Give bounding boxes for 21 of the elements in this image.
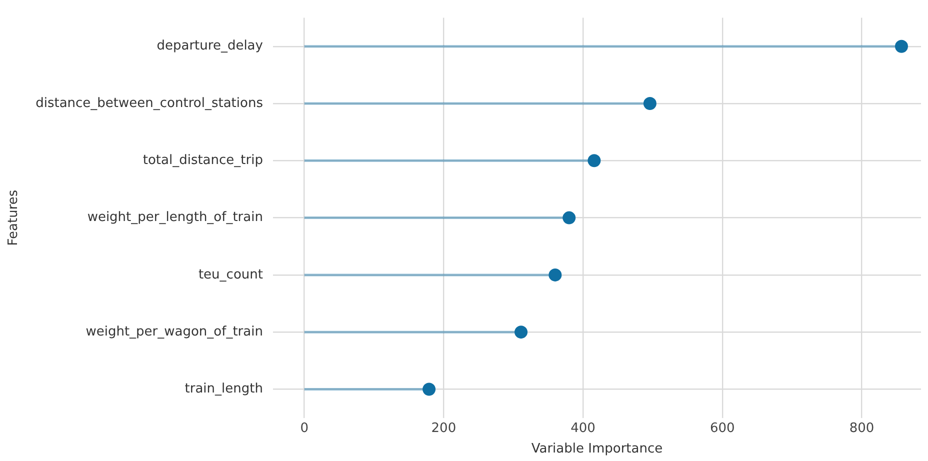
y-axis-title: Features [6,190,22,246]
x-tick-label: 400 [570,420,596,436]
point [548,268,562,282]
y-tick-label: train_length [184,382,263,397]
y-tick-label: weight_per_length_of_train [87,210,263,226]
x-tick-label: 800 [849,420,874,436]
x-tick-label: 0 [300,420,308,436]
y-tick-label: distance_between_control_stations [36,96,264,111]
point [643,97,656,110]
x-tick-label: 200 [431,420,456,436]
point [562,211,576,224]
y-tick-label: departure_delay [156,38,264,54]
x-tick-label: 600 [710,420,735,436]
point [894,40,908,53]
point [422,382,436,396]
y-tick-label: teu_count [198,267,263,282]
point [514,326,528,339]
x-axis-title: Variable Importance [531,442,663,457]
y-tick-label: weight_per_wagon_of_train [86,324,263,340]
y-tick-label: total_distance_trip [142,153,263,168]
point [588,154,601,168]
